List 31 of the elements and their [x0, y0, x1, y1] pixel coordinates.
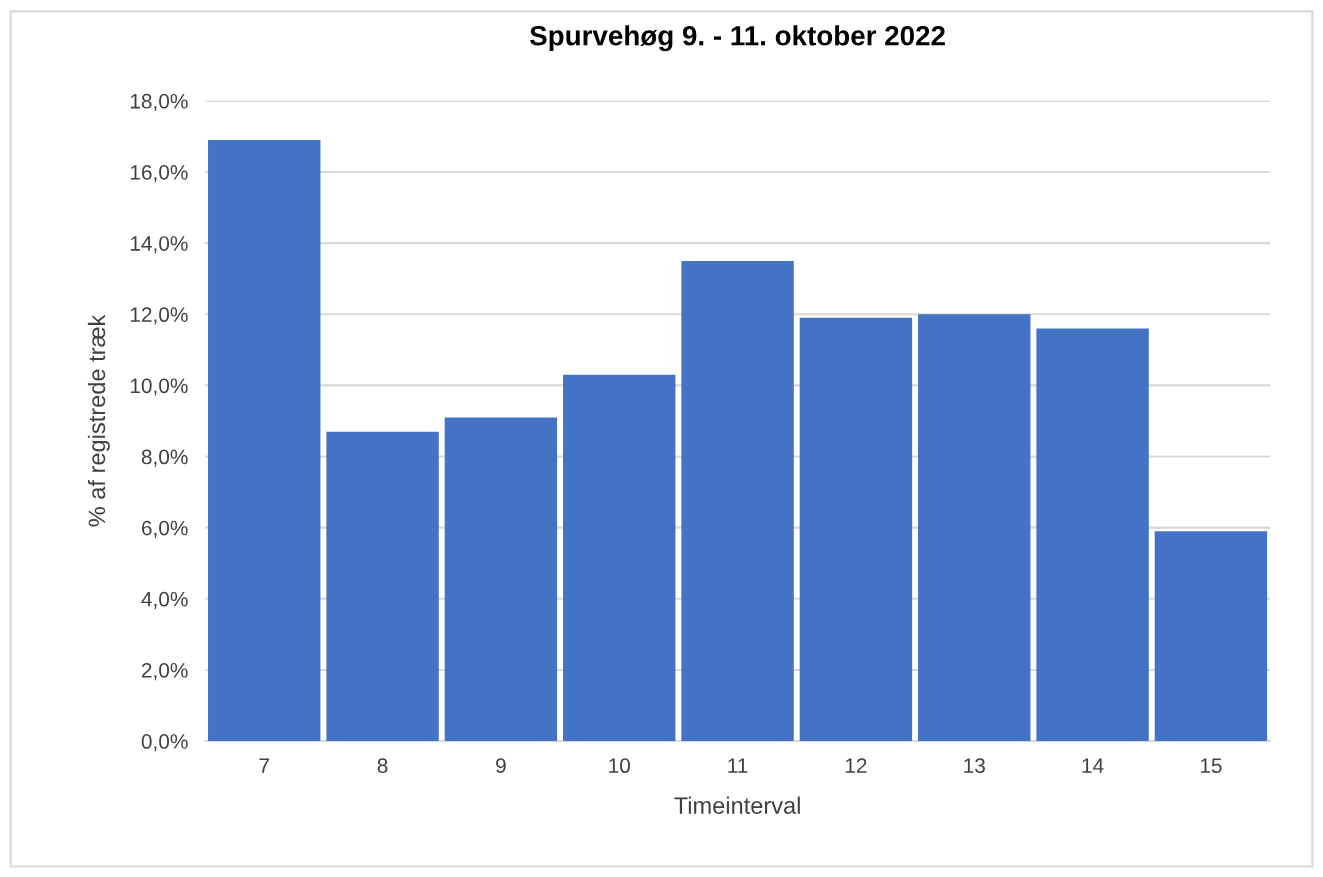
x-tick-label: 10	[609, 758, 631, 774]
y-tick-label: 16,0%	[130, 164, 188, 183]
y-tick-label: 0,0%	[141, 734, 188, 752]
y-tick-label: 2,0%	[141, 662, 188, 681]
x-tick-label: 13	[964, 758, 985, 774]
bar	[326, 431, 439, 742]
bar	[563, 374, 676, 742]
bar	[1154, 531, 1268, 742]
x-tick-label: 11	[728, 758, 748, 773]
y-tick-label: 18,0%	[130, 93, 188, 112]
bar	[1036, 328, 1149, 742]
chart-title: Spurvehøg 9. - 11. oktober 2022	[529, 25, 945, 52]
y-tick-label: 12,0%	[130, 307, 188, 325]
y-tick-label: 14,0%	[130, 236, 188, 254]
bar	[208, 139, 321, 742]
x-tick-label: 7	[259, 758, 269, 773]
y-tick-label: 6,0%	[141, 520, 188, 538]
x-tick-label: 9	[496, 758, 506, 774]
x-axis-title: Timeinterval	[674, 796, 800, 814]
bar	[918, 314, 1031, 742]
y-tick-label: 4,0%	[141, 591, 188, 610]
bar	[444, 417, 558, 742]
y-axis-title: % af registrede træk	[87, 314, 110, 527]
x-tick-label: 8	[377, 758, 388, 774]
y-tick-label: 8,0%	[141, 449, 188, 467]
bar	[799, 317, 913, 742]
x-tick-label: 15	[1200, 758, 1222, 774]
x-tick-label: 14	[1082, 758, 1104, 773]
bar	[681, 260, 794, 742]
y-tick-label: 10,0%	[130, 378, 188, 396]
x-tick-label: 12	[845, 758, 867, 773]
